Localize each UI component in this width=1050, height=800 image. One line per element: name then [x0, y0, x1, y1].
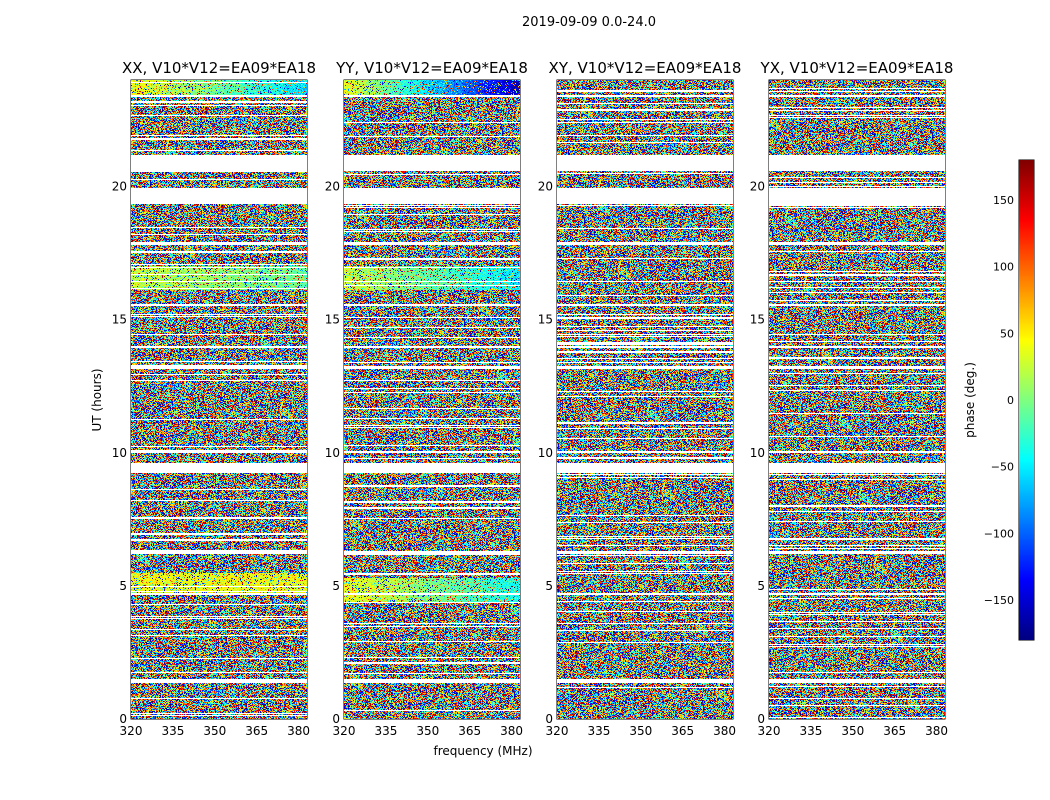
y-tick-label: 15 — [538, 313, 553, 327]
figure-suptitle: 2019-09-09 0.0-24.0 — [522, 15, 656, 30]
x-tick-label: 350 — [416, 724, 439, 738]
x-tick-label: 320 — [120, 724, 143, 738]
y-tick-label: 15 — [325, 313, 340, 327]
colorbar-label: phase (deg.) — [963, 362, 977, 438]
x-axis-label: frequency (MHz) — [433, 744, 532, 758]
y-axis-label: UT (hours) — [90, 368, 104, 431]
panel-1: XX, V10*V12=EA09*EA18 320 335 350 365 380 0 5 10… — [112, 59, 316, 738]
x-tick-label: 335 — [587, 724, 610, 738]
y-tick-label: 5 — [757, 579, 765, 593]
y-tick-label: 20 — [538, 180, 553, 194]
y-tick-label: 0 — [757, 712, 765, 726]
x-tick-label: 380 — [500, 724, 523, 738]
x-tick-label: 365 — [245, 724, 268, 738]
colorbar-tick-label: 0 — [1007, 394, 1014, 407]
colorbar: −150 −100 −50 0 50 100 150 — [984, 159, 1035, 641]
y-tick-label: 20 — [750, 180, 765, 194]
x-tick-label: 335 — [161, 724, 184, 738]
x-tick-label: 335 — [374, 724, 397, 738]
x-tick-label: 350 — [629, 724, 652, 738]
x-tick-label: 320 — [546, 724, 569, 738]
x-tick-label: 350 — [203, 724, 226, 738]
panel-title: YX, V10*V12=EA09*EA18 — [760, 59, 954, 77]
y-tick-label: 0 — [545, 712, 553, 726]
y-tick-label: 15 — [112, 313, 127, 327]
colorbar-tick-label: 50 — [1000, 327, 1014, 340]
y-tick-label: 20 — [112, 180, 127, 194]
x-tick-label: 335 — [799, 724, 822, 738]
panel-3: XY, V10*V12=EA09*EA18 320 335 350 365 380 0 5 10… — [538, 59, 742, 738]
panel-heatmap-2 — [344, 80, 520, 719]
y-tick-label: 5 — [332, 579, 340, 593]
colorbar-gradient — [1019, 160, 1034, 640]
panel-title: XY, V10*V12=EA09*EA18 — [549, 59, 742, 77]
y-tick-label: 10 — [538, 446, 553, 460]
x-tick-label: 320 — [333, 724, 356, 738]
y-tick-label: 0 — [119, 712, 127, 726]
x-tick-label: 380 — [713, 724, 736, 738]
x-tick-label: 380 — [925, 724, 948, 738]
y-tick-label: 5 — [119, 579, 127, 593]
panels: XX, V10*V12=EA09*EA18 320 335 350 365 380 0 5 10… — [112, 59, 954, 738]
x-tick-label: 365 — [883, 724, 906, 738]
x-tick-label: 365 — [458, 724, 481, 738]
panel-heatmap-4 — [769, 80, 945, 719]
y-tick-label: 15 — [750, 313, 765, 327]
y-tick-label: 10 — [325, 446, 340, 460]
colorbar-tick-label: −50 — [991, 461, 1014, 474]
panel-title: XX, V10*V12=EA09*EA18 — [122, 59, 316, 77]
y-tick-label: 5 — [545, 579, 553, 593]
x-tick-label: 320 — [758, 724, 781, 738]
panel-heatmap-3 — [557, 80, 733, 719]
colorbar-tick-label: 100 — [993, 261, 1014, 274]
x-tick-label: 365 — [671, 724, 694, 738]
y-tick-label: 10 — [112, 446, 127, 460]
y-tick-label: 10 — [750, 446, 765, 460]
y-tick-label: 20 — [325, 180, 340, 194]
y-tick-label: 0 — [332, 712, 340, 726]
colorbar-tick-label: −100 — [984, 527, 1014, 540]
colorbar-tick-label: 150 — [993, 194, 1014, 207]
x-tick-label: 380 — [287, 724, 310, 738]
x-tick-label: 350 — [841, 724, 864, 738]
panel-4: YX, V10*V12=EA09*EA18 320 335 350 365 380 0 5 10… — [750, 59, 954, 738]
colorbar-tick-label: −150 — [984, 594, 1014, 607]
panel-heatmap-1 — [131, 80, 307, 719]
panel-title: YY, V10*V12=EA09*EA18 — [335, 59, 528, 77]
